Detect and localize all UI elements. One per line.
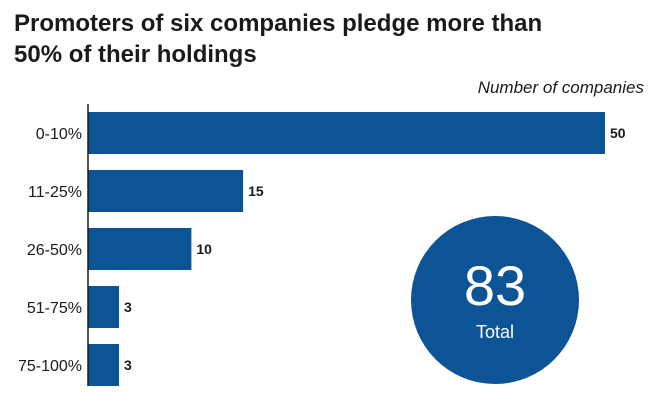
value-label: 50 [610,125,626,141]
unit-label: Number of companies [477,78,644,97]
bars-layer: 0-10% 50 11-25% 15 26-50% 10 51-75% 3 75-100% 3 [18,112,626,386]
bar-51-75% [88,286,120,328]
category-label: 51-75% [27,300,82,317]
value-label: 3 [124,299,132,315]
category-label: 26-50% [27,242,82,259]
category-label: 75-100% [18,358,82,375]
category-label: 11-25% [28,184,82,201]
total-circle [411,216,579,384]
value-label: 10 [196,241,212,257]
total-badge: 83 Total [411,216,579,384]
chart-title-line-2: 50% of their holdings [14,41,257,68]
bar-75-100% [88,344,120,386]
value-label: 3 [124,357,132,373]
bar-26-50% [88,228,192,270]
chart-title: Promoters of six companies pledge more t… [14,8,634,70]
category-label: 0-10% [36,126,82,143]
total-value: 83 [464,254,526,317]
value-label: 15 [248,183,264,199]
chart-title-line-1: Promoters of six companies pledge more t… [14,10,543,37]
total-label: Total [476,322,514,342]
bar-11-25% [88,170,244,212]
bar-0-10% [88,112,605,154]
